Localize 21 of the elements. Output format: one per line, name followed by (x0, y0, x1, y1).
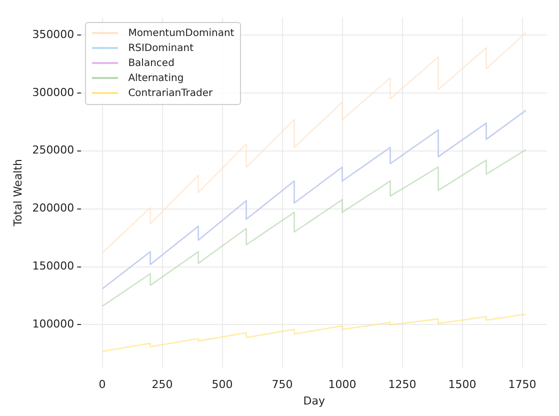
x-tick-label: 500 (212, 378, 233, 392)
x-tick-label: 750 (272, 378, 293, 392)
y-axis-title: Total Wealth (11, 158, 24, 228)
legend-label: RSIDominant (128, 42, 194, 54)
x-tick-label: 0 (98, 378, 106, 392)
legend-label: MomentumDominant (128, 28, 234, 39)
y-tick-label: 100000 (32, 318, 74, 331)
x-tick-label: 1500 (448, 378, 476, 392)
y-tick-label: 200000 (32, 202, 74, 215)
x-tick-label: 1250 (388, 378, 416, 392)
x-axis-title: Day (303, 394, 326, 408)
x-tick-label: 250 (152, 378, 173, 392)
x-tick-label: 1000 (328, 378, 356, 392)
x-tick-label: 1750 (508, 378, 536, 392)
legend-label: ContrarianTrader (128, 88, 213, 99)
y-tick-label: 150000 (32, 260, 74, 273)
legend-label: Alternating (128, 72, 184, 84)
y-tick-label: 250000 (32, 144, 74, 157)
y-tick-label: 350000 (32, 28, 74, 41)
legend-label: Balanced (128, 58, 174, 69)
y-tick-label: 300000 (32, 86, 74, 99)
